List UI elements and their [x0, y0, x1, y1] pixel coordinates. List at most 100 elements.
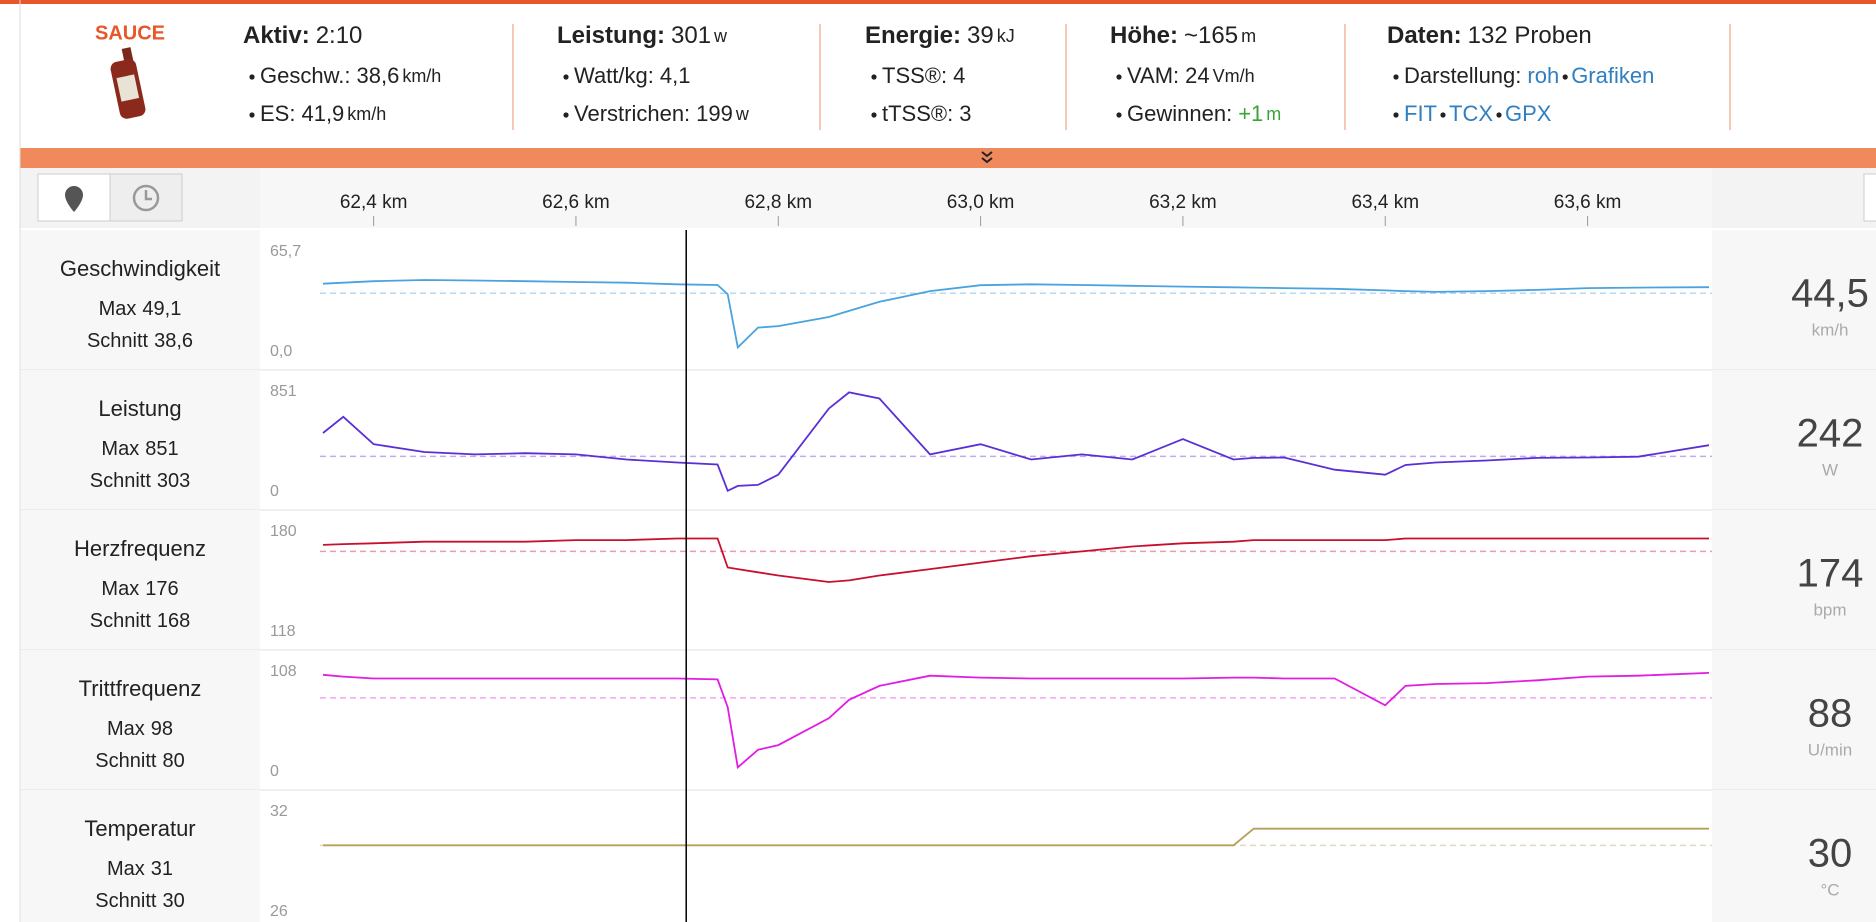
group-title: Daten: 132 Proben	[1387, 22, 1592, 49]
bullet	[563, 112, 569, 118]
row-value-panel	[1712, 370, 1876, 510]
export-link[interactable]: GPX	[1505, 101, 1552, 126]
stat-value: 38,6	[356, 63, 399, 88]
bullet	[563, 74, 569, 80]
stat-item: Geschw.: 38,6 km/h	[260, 63, 441, 88]
stat-value: 199	[696, 101, 733, 126]
series-line	[322, 391, 1710, 493]
x-tick-label: 62,6 km	[542, 192, 610, 213]
current-value: 174	[1797, 552, 1864, 596]
stat-unit: Vm/h	[1213, 66, 1255, 86]
max-label: Max	[107, 858, 145, 880]
y-tick-label: 32	[270, 803, 288, 820]
current-value: 242	[1797, 412, 1864, 456]
collapse-bar[interactable]	[20, 148, 1876, 168]
current-value: 88	[1808, 692, 1853, 736]
stat-item: tTSS®: 3	[882, 101, 971, 126]
current-unit: bpm	[1813, 600, 1846, 619]
x-tick-label: 63,2 km	[1149, 192, 1217, 213]
current-unit: W	[1822, 460, 1838, 479]
row-label-panel	[21, 510, 260, 650]
avg-value: 30	[162, 890, 184, 912]
export-link[interactable]: Grafiken	[1571, 63, 1654, 88]
export-link[interactable]: roh	[1527, 63, 1559, 88]
y-tick-label: 0,0	[270, 343, 292, 360]
export-link[interactable]: TCX	[1449, 101, 1493, 126]
stat-label: Verstrichen:	[574, 101, 690, 126]
stat-item: Verstrichen: 199 w	[574, 101, 750, 126]
side-button[interactable]	[1863, 173, 1876, 222]
row-value-panel	[1712, 510, 1876, 650]
stat-label: Gewinnen:	[1127, 101, 1232, 126]
max-label: Max	[107, 718, 145, 740]
stat-label: TSS®:	[882, 63, 947, 88]
row-label-panel	[21, 230, 260, 370]
max-value: 851	[145, 438, 178, 460]
group-title: Aktiv: 2:10	[243, 22, 362, 49]
max-value: 49,1	[142, 298, 181, 320]
y-tick-label: 0	[270, 763, 279, 780]
stat-value: 4,1	[660, 63, 691, 88]
stat-label: tTSS®:	[882, 101, 953, 126]
y-tick-label: 65,7	[270, 243, 301, 260]
avg-label: Schnitt	[90, 470, 152, 492]
max-label: Max	[101, 578, 139, 600]
group-label: Daten:	[1387, 22, 1462, 49]
row-name: Trittfrequenz	[79, 676, 202, 701]
export-link[interactable]: FIT	[1404, 101, 1437, 126]
x-tick-label: 63,0 km	[947, 192, 1015, 213]
stat-label: Darstellung:	[1404, 63, 1521, 88]
group-label: Höhe:	[1110, 22, 1178, 49]
y-tick-label: 108	[270, 663, 297, 680]
y-tick-label: 26	[270, 903, 288, 920]
group-unit: w	[713, 26, 728, 46]
y-tick-label: 851	[270, 383, 297, 400]
current-unit: km/h	[1812, 320, 1849, 339]
row-avg: Schnitt 168	[90, 610, 191, 632]
avg-label: Schnitt	[87, 330, 149, 352]
bullet	[1116, 112, 1122, 118]
y-tick-label: 180	[270, 523, 297, 540]
row-value-panel	[1712, 650, 1876, 790]
stat-value: 3	[959, 101, 971, 126]
stat-label: Geschw.:	[260, 63, 350, 88]
group-title: Leistung: 301 w	[557, 22, 728, 49]
row-max: Max 176	[101, 578, 178, 600]
stat-value: +1	[1238, 101, 1263, 126]
stat-label: VAM:	[1127, 63, 1179, 88]
row-label-panel	[21, 790, 260, 922]
row-value-panel	[1712, 790, 1876, 922]
avg-label: Schnitt	[90, 610, 152, 632]
current-unit: °C	[1820, 880, 1839, 899]
max-label: Max	[99, 298, 137, 320]
stat-unit: km/h	[347, 104, 386, 124]
stat-item: ES: 41,9 km/h	[260, 101, 386, 126]
group-value: 301	[671, 22, 711, 49]
group-value: 132 Proben	[1468, 22, 1592, 49]
x-axis-band	[260, 168, 1712, 228]
collapse-chevron[interactable]	[981, 151, 993, 164]
group-label: Aktiv:	[243, 22, 310, 49]
bullet	[1393, 112, 1399, 118]
group-unit: kJ	[997, 26, 1015, 46]
max-value: 31	[151, 858, 173, 880]
avg-label: Schnitt	[95, 750, 157, 772]
group-unit: m	[1241, 26, 1256, 46]
stat-label: Watt/kg:	[574, 63, 654, 88]
stat-value: 41,9	[301, 101, 344, 126]
group-title: Energie: 39 kJ	[865, 22, 1015, 49]
group-value: 2:10	[316, 22, 363, 49]
max-value: 176	[145, 578, 178, 600]
row-max: Max 49,1	[99, 298, 182, 320]
stat-item: Darstellung:	[1404, 63, 1521, 88]
row-value-panel	[1712, 230, 1876, 370]
stat-unit: w	[735, 104, 750, 124]
stat-value: 4	[953, 63, 965, 88]
logo: SAUCE	[95, 22, 165, 119]
row-label-panel	[21, 370, 260, 510]
avg-value: 38,6	[154, 330, 193, 352]
stat-unit: m	[1266, 104, 1281, 124]
y-tick-label: 118	[270, 623, 296, 640]
group-label: Energie:	[865, 22, 961, 49]
